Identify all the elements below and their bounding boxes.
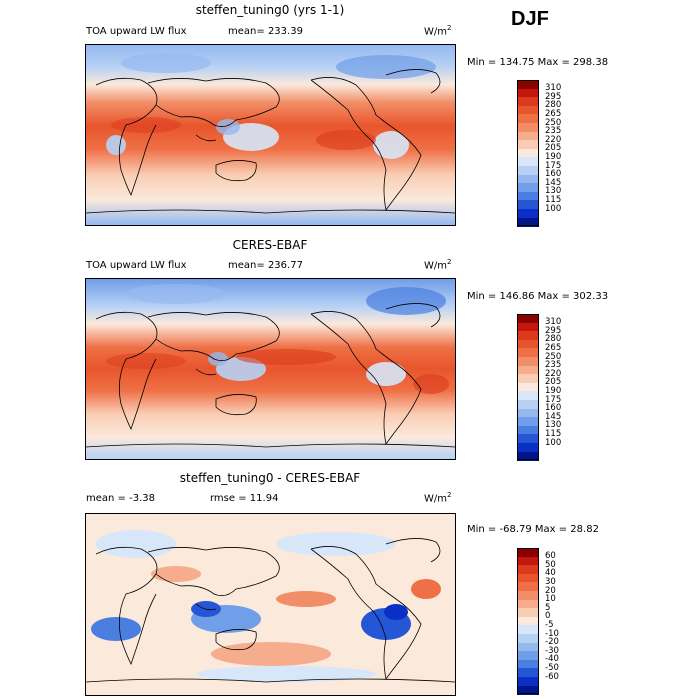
- panel2-map: [85, 278, 456, 460]
- panel3-units: W/m2: [424, 491, 452, 505]
- panel1-mean-label: mean=: [228, 26, 265, 37]
- colorbar-tick-label: 190: [545, 385, 562, 396]
- colorbar-tick-label: 100: [545, 203, 562, 214]
- panel3-rmse-value: 11.94: [249, 493, 279, 504]
- colorbar-tick-label: 205: [545, 143, 562, 154]
- colorbar-tick-label: 115: [545, 194, 562, 205]
- colorbar-tick-label: 295: [545, 325, 562, 336]
- colorbar-tick-label: 310: [545, 317, 562, 328]
- colorbar-frame: [517, 548, 539, 695]
- panel1-minmax: Min = 134.75 Max = 298.38: [467, 57, 609, 68]
- colorbar-tick-label: 160: [545, 169, 562, 180]
- season-label: DJF: [511, 8, 549, 30]
- panel1-map: [85, 44, 456, 226]
- colorbar-tick-label: 115: [545, 428, 562, 439]
- colorbar-tick-label: 145: [545, 411, 562, 422]
- panel3-colorbar: 60 50 40 30 20 10 5 0 -5 -10 -20 -30 -40 -50 -60: [517, 548, 577, 695]
- panel2-colorbar: 310 295 280 265 250 235 220 205 190 175 160 145 130 1…: [517, 314, 577, 461]
- panel3-map-svg: [86, 514, 455, 695]
- colorbar-tick-label: 145: [545, 177, 562, 188]
- colorbar-tick-label: -30: [545, 645, 559, 656]
- panel3-rmse-label: rmse =: [210, 493, 247, 504]
- panel2-mean-label: mean=: [228, 260, 265, 271]
- colorbar-tick-label: 220: [545, 368, 562, 379]
- colorbar-tick-label: 130: [545, 186, 562, 197]
- colorbar-tick-label: 265: [545, 108, 562, 119]
- colorbar-tick-label: 220: [545, 134, 562, 145]
- colorbar-tick-label: 40: [545, 568, 556, 579]
- panel3-title: steffen_tuning0 - CERES-EBAF: [179, 471, 361, 485]
- colorbar-tick-label: 5: [545, 602, 551, 613]
- colorbar-tick-label: 0: [545, 611, 551, 622]
- colorbar-tick-label: 10: [545, 594, 556, 605]
- colorbar-tick-label: 250: [545, 117, 562, 128]
- colorbar-tick-label: -5: [545, 619, 554, 630]
- panel1-colorbar: 310 295 280 265 250 235 220 205 190 175 160 145 130 1…: [517, 80, 577, 227]
- colorbar-tick-label: 235: [545, 360, 562, 371]
- panel2-variable: TOA upward LW flux: [86, 260, 187, 271]
- panel2-units: W/m2: [424, 258, 452, 272]
- panel1-units: W/m2: [424, 24, 452, 38]
- panel1-mean-value: 233.39: [267, 26, 303, 37]
- colorbar-tick-label: 280: [545, 334, 562, 345]
- panel3-map: [85, 513, 456, 696]
- panel3-minmax: Min = -68.79 Max = 28.82: [467, 524, 599, 535]
- colorbar-tick-label: -10: [545, 628, 559, 639]
- panel1-map-svg: [86, 45, 455, 225]
- colorbar-frame: [517, 80, 539, 227]
- panel2-mean: mean= 236.77: [228, 260, 303, 271]
- panel3-mean: mean = -3.38: [86, 493, 155, 504]
- colorbar-tick-label: 250: [545, 351, 562, 362]
- colorbar-tick-label: 60: [545, 551, 556, 562]
- colorbar-tick-label: 175: [545, 160, 562, 171]
- colorbar-tick-label: 30: [545, 576, 556, 587]
- colorbar-frame: [517, 314, 539, 461]
- panel1-mean: mean= 233.39: [228, 26, 303, 37]
- panel2-minmax: Min = 146.86 Max = 302.33: [467, 291, 609, 302]
- colorbar-tick-label: 190: [545, 151, 562, 162]
- colorbar-tick-label: -60: [545, 671, 559, 682]
- panel1-variable: TOA upward LW flux: [86, 26, 187, 37]
- colorbar-tick-label: 160: [545, 403, 562, 414]
- colorbar-tick-label: 235: [545, 126, 562, 137]
- colorbar-tick-label: 205: [545, 377, 562, 388]
- panel3-rmse: rmse = 11.94: [210, 493, 278, 504]
- colorbar-tick-label: 280: [545, 100, 562, 111]
- colorbar-tick-label: 20: [545, 585, 556, 596]
- panel1-title: steffen_tuning0 (yrs 1-1): [195, 3, 345, 17]
- colorbar-tick-label: 100: [545, 437, 562, 448]
- panel2-mean-value: 236.77: [267, 260, 303, 271]
- colorbar-tick-label: 50: [545, 559, 556, 570]
- colorbar-tick-label: -20: [545, 637, 559, 648]
- panel3-mean-value: -3.38: [129, 493, 155, 504]
- colorbar-tick-label: -40: [545, 654, 559, 665]
- panel2-title: CERES-EBAF: [232, 238, 308, 252]
- colorbar-tick-label: 265: [545, 342, 562, 353]
- panel3-mean-label: mean =: [86, 493, 126, 504]
- panel2-map-svg: [86, 279, 455, 459]
- colorbar-tick-label: 130: [545, 420, 562, 431]
- colorbar-tick-label: -50: [545, 662, 559, 673]
- colorbar-tick-label: 310: [545, 83, 562, 94]
- colorbar-tick-label: 295: [545, 91, 562, 102]
- colorbar-tick-label: 175: [545, 394, 562, 405]
